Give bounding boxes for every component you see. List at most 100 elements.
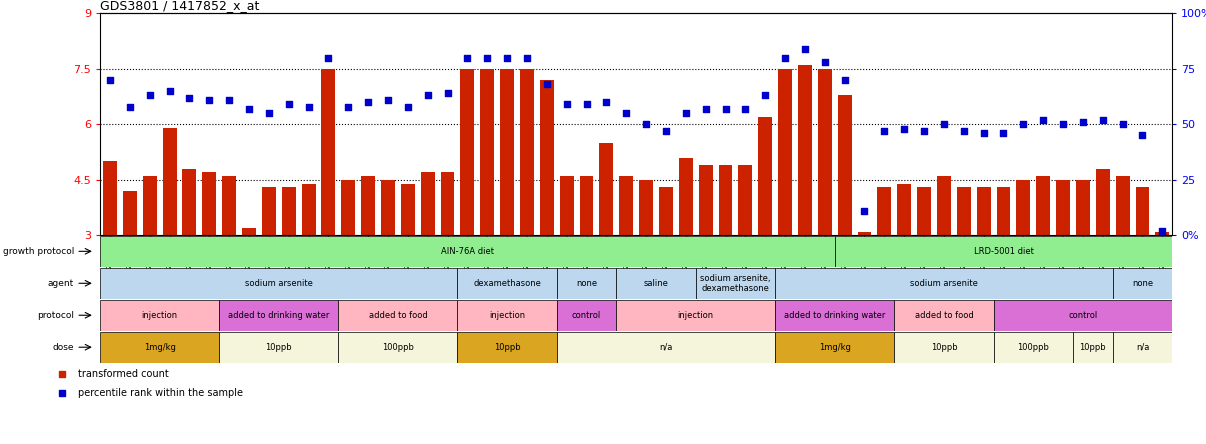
Text: dose: dose: [53, 343, 75, 352]
Bar: [778, 69, 792, 235]
Bar: [540, 80, 554, 235]
Point: [121, 103, 140, 110]
Point: [994, 130, 1013, 137]
Text: GDS3801 / 1417852_x_at: GDS3801 / 1417852_x_at: [100, 0, 259, 12]
Bar: [100, 300, 219, 331]
Bar: [1036, 176, 1050, 235]
Text: 10ppb: 10ppb: [265, 343, 292, 352]
Text: none: none: [1132, 279, 1153, 288]
Point: [656, 127, 675, 135]
Bar: [262, 187, 276, 235]
Point: [1014, 121, 1034, 128]
Text: agent: agent: [48, 279, 75, 288]
Text: sodium arsenite,
dexamethasone: sodium arsenite, dexamethasone: [701, 274, 771, 293]
Point: [497, 54, 516, 61]
Bar: [103, 161, 117, 235]
Bar: [1113, 332, 1172, 363]
Point: [696, 105, 715, 112]
Bar: [182, 169, 197, 235]
Text: growth protocol: growth protocol: [2, 247, 75, 256]
Bar: [1056, 180, 1070, 235]
Bar: [557, 332, 775, 363]
Bar: [895, 332, 994, 363]
Point: [1034, 116, 1053, 123]
Bar: [421, 172, 434, 235]
Bar: [616, 268, 696, 299]
Point: [100, 76, 119, 83]
Text: added to drinking water: added to drinking water: [228, 311, 329, 320]
Point: [795, 45, 814, 52]
Point: [1053, 121, 1072, 128]
Bar: [599, 143, 614, 235]
Point: [259, 110, 279, 117]
Point: [974, 130, 994, 137]
Bar: [123, 191, 136, 235]
Point: [318, 54, 338, 61]
Bar: [219, 300, 339, 331]
Bar: [480, 69, 494, 235]
Bar: [917, 187, 931, 235]
Bar: [100, 268, 457, 299]
Bar: [339, 300, 457, 331]
Point: [299, 103, 318, 110]
Point: [716, 105, 736, 112]
Bar: [878, 187, 891, 235]
Point: [1093, 116, 1112, 123]
Text: none: none: [576, 279, 597, 288]
Text: control: control: [572, 311, 601, 320]
Text: added to food: added to food: [914, 311, 973, 320]
Point: [637, 121, 656, 128]
Bar: [361, 176, 375, 235]
Point: [576, 101, 596, 108]
Bar: [658, 187, 673, 235]
Bar: [520, 69, 534, 235]
Text: 1mg/kg: 1mg/kg: [819, 343, 850, 352]
Text: sodium arsenite: sodium arsenite: [245, 279, 312, 288]
Text: transformed count: transformed count: [78, 369, 169, 379]
Point: [677, 110, 696, 117]
Bar: [219, 332, 339, 363]
Bar: [1116, 176, 1130, 235]
Bar: [1155, 232, 1170, 235]
Bar: [1073, 332, 1113, 363]
Point: [1113, 121, 1132, 128]
Point: [358, 99, 377, 106]
Point: [517, 54, 537, 61]
Bar: [100, 236, 835, 267]
Bar: [818, 69, 832, 235]
Point: [1073, 119, 1093, 126]
Bar: [222, 176, 236, 235]
Point: [855, 207, 874, 214]
Point: [914, 127, 933, 135]
Point: [239, 105, 258, 112]
Point: [279, 101, 298, 108]
Bar: [775, 268, 1113, 299]
Point: [815, 59, 835, 66]
Point: [557, 101, 576, 108]
Point: [160, 87, 180, 95]
Text: 1mg/kg: 1mg/kg: [144, 343, 176, 352]
Bar: [440, 172, 455, 235]
Bar: [696, 268, 775, 299]
Bar: [163, 128, 176, 235]
Bar: [500, 69, 514, 235]
Text: 100ppb: 100ppb: [382, 343, 414, 352]
Bar: [994, 332, 1073, 363]
Bar: [1017, 180, 1030, 235]
Bar: [897, 183, 912, 235]
Bar: [400, 183, 415, 235]
Text: saline: saline: [644, 279, 668, 288]
Bar: [775, 300, 895, 331]
Bar: [698, 165, 713, 235]
Point: [1132, 132, 1152, 139]
Bar: [242, 228, 256, 235]
Text: injection: injection: [141, 311, 177, 320]
Point: [775, 54, 795, 61]
Bar: [620, 176, 633, 235]
Bar: [1076, 180, 1090, 235]
Bar: [857, 232, 872, 235]
Bar: [679, 158, 692, 235]
Bar: [1096, 169, 1110, 235]
Text: injection: injection: [678, 311, 714, 320]
Bar: [203, 172, 216, 235]
